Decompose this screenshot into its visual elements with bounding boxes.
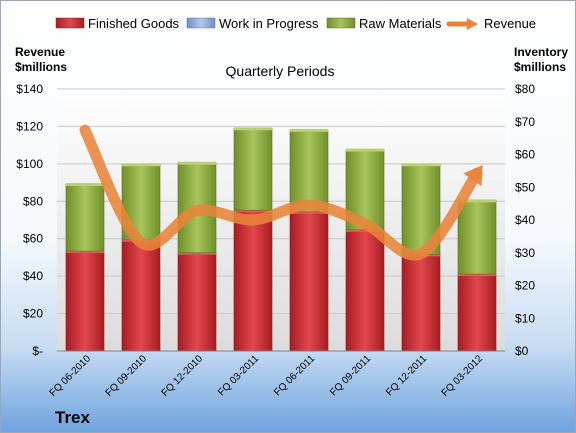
raw-materials-bar	[457, 200, 497, 275]
left-tick-label: $140	[16, 82, 43, 96]
finished-goods-bar	[177, 252, 217, 352]
right-tick-label: $80	[515, 82, 535, 96]
x-tick-label: FQ 12-2010	[160, 353, 206, 399]
raw-materials-bar	[65, 183, 105, 252]
revenue-line	[79, 124, 483, 261]
legend-item-work-in-progress: Work in Progress	[186, 16, 319, 31]
legend-item-raw-materials: Raw Materials	[326, 16, 442, 31]
left-axis-ticks: $- $20 $40 $60 $80 $100 $120 $140	[16, 82, 43, 358]
right-tick-label: $60	[515, 148, 535, 162]
left-tick-label: $120	[16, 119, 43, 133]
legend-label-revenue: Revenue	[484, 16, 536, 31]
x-tick-label: FQ 06-2011	[272, 353, 317, 398]
raw-materials-bar-cap	[122, 163, 160, 167]
finished-goods-bar	[233, 209, 273, 352]
raw-materials-bar-cap	[458, 199, 496, 203]
right-tick-label: $10	[515, 311, 535, 325]
finished-goods-bar-cap	[346, 228, 384, 232]
legend-item-finished-goods: Finished Goods	[55, 16, 180, 31]
right-tick-label: $30	[515, 246, 535, 260]
left-tick-label: $100	[16, 157, 43, 171]
left-axis-title-line2: $millions	[15, 60, 67, 74]
finished-goods-bar	[289, 211, 329, 352]
revenue-line-path	[79, 124, 483, 261]
finished-goods-bar-cap	[290, 210, 328, 214]
finished-goods-bar	[65, 250, 105, 352]
right-axis-title-line2: $millions	[514, 60, 566, 74]
left-tick-label: $-	[32, 344, 43, 358]
raw-materials-swatch	[326, 17, 356, 29]
finished-goods-bar	[401, 254, 441, 352]
raw-materials-bar-cap	[234, 127, 272, 131]
left-tick-label: $60	[23, 232, 43, 246]
legend-label-raw-materials: Raw Materials	[359, 16, 442, 31]
x-tick-label: FQ 06-2010	[48, 353, 94, 399]
x-axis-ticks: FQ 06-2010 FQ 09-2010 FQ 12-2010 FQ 03-2011…	[48, 353, 486, 399]
x-tick-label: FQ 03-2011	[216, 353, 261, 398]
work-in-progress-swatch	[186, 17, 216, 29]
finished-goods-bar-cap	[178, 251, 216, 255]
x-tick-label: FQ 12-2011	[384, 353, 429, 398]
x-tick-label: FQ 03-2012	[440, 353, 486, 399]
chart-subtitle: Quarterly Periods	[226, 63, 335, 79]
raw-materials-bar-cap	[178, 161, 216, 165]
right-tick-label: $0	[515, 344, 529, 358]
right-tick-label: $40	[515, 213, 535, 227]
raw-materials-bar-cap	[66, 182, 104, 186]
finished-goods-swatch	[55, 17, 85, 29]
company-label: Trex	[55, 408, 91, 427]
revenue-arrowhead	[467, 18, 478, 30]
finished-goods-bar-cap	[66, 250, 104, 254]
legend: Finished Goods Work in Progress Raw Mate…	[55, 16, 536, 31]
legend-label-work-in-progress: Work in Progress	[219, 16, 319, 31]
finished-goods-bar	[121, 239, 161, 352]
legend-label-finished-goods: Finished Goods	[88, 16, 180, 31]
revenue-line-arrowhead	[463, 165, 483, 187]
raw-materials-bar-cap	[346, 148, 384, 152]
finished-goods-bar	[345, 229, 385, 352]
raw-materials-bar-cap	[402, 163, 440, 167]
x-tick-label: FQ 09-2010	[104, 353, 150, 399]
raw-materials-bar-cap	[290, 128, 328, 132]
left-tick-label: $80	[23, 194, 43, 208]
left-tick-label: $40	[23, 269, 43, 283]
legend-item-revenue: Revenue	[446, 16, 536, 31]
x-tick-label: FQ 09-2011	[328, 353, 373, 398]
right-tick-label: $20	[515, 279, 535, 293]
finished-goods-bar-cap	[234, 209, 272, 213]
finished-goods-bar	[457, 273, 497, 352]
left-axis-title-line1: Revenue	[15, 45, 65, 59]
left-tick-label: $20	[23, 307, 43, 321]
right-axis-ticks: $0 $10 $20 $30 $40 $50 $60 $70 $80	[515, 82, 535, 358]
raw-materials-bar	[233, 128, 273, 211]
right-tick-label: $50	[515, 180, 535, 194]
raw-materials-bar	[289, 129, 329, 213]
right-axis-title-line1: Inventory	[514, 45, 568, 59]
right-tick-label: $70	[515, 115, 535, 129]
finished-goods-bar-cap	[458, 273, 496, 277]
